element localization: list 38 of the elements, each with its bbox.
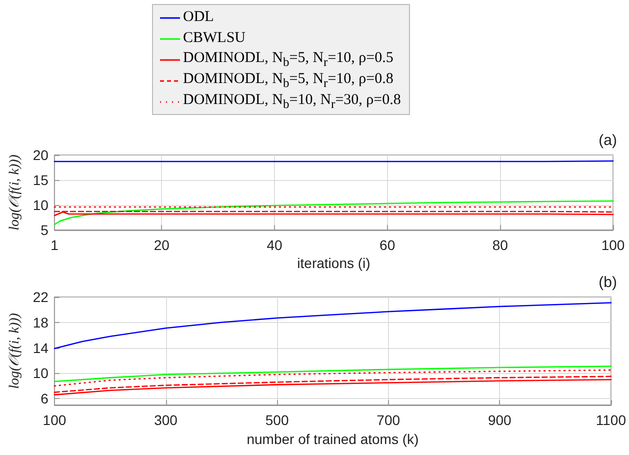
text: (b)	[598, 274, 618, 291]
y-axis-title: log(𝒪(f(i, k)))	[8, 312, 22, 389]
y-tick-label: 22	[32, 289, 49, 305]
y-tick-label: 5	[40, 222, 49, 238]
line-series	[54, 366, 612, 382]
line-series	[54, 376, 612, 393]
y-tick-label: 10	[32, 197, 49, 213]
y-tick-label: 14	[32, 340, 49, 356]
x-tick-label: 1100	[596, 412, 626, 428]
line-series	[54, 378, 612, 396]
y-axis-title: log(𝒪(f(i, k)))	[8, 154, 22, 230]
legend-label: CBWLSU	[183, 30, 246, 47]
line-series	[54, 369, 612, 387]
x-tick-label: 500	[265, 412, 289, 428]
x-tick-label: 80	[492, 237, 508, 253]
x-tick-label: 60	[380, 237, 396, 253]
x-tick-label: 100	[601, 237, 625, 253]
legend-label: DOMINODL, N$_{b}$=5, N$_{r}$=10, ρ=0.8	[183, 70, 394, 90]
line-series	[54, 200, 614, 226]
legend-label: DOMINODL, N$_{b}$=10, N$_{r}$=30, ρ=0.8	[183, 92, 401, 112]
legend-label: ODL	[183, 9, 214, 26]
x-tick-label: 40	[266, 237, 282, 253]
y-tick-label: 18	[32, 314, 49, 330]
legend-label: DOMINODL, N$_{b}$=5, N$_{r}$=10, ρ=0.5	[183, 50, 394, 70]
x-tick-label: 1	[50, 237, 59, 253]
text: (a)	[598, 132, 618, 149]
y-tick-label: 6	[40, 390, 49, 407]
x-tick-label: 20	[154, 237, 170, 253]
y-tick-label: 20	[32, 147, 49, 163]
y-tick-label: 15	[32, 172, 49, 188]
x-tick-label: 100	[42, 412, 66, 428]
x-axis-title: number of trained atoms (k)	[246, 430, 419, 447]
y-tick-label: 10	[32, 365, 49, 382]
x-tick-label: 900	[488, 412, 512, 428]
line-series	[54, 302, 612, 350]
x-axis-title: iterations (i)	[297, 255, 370, 271]
x-tick-label: 300	[154, 412, 178, 428]
x-tick-label: 700	[376, 412, 400, 428]
